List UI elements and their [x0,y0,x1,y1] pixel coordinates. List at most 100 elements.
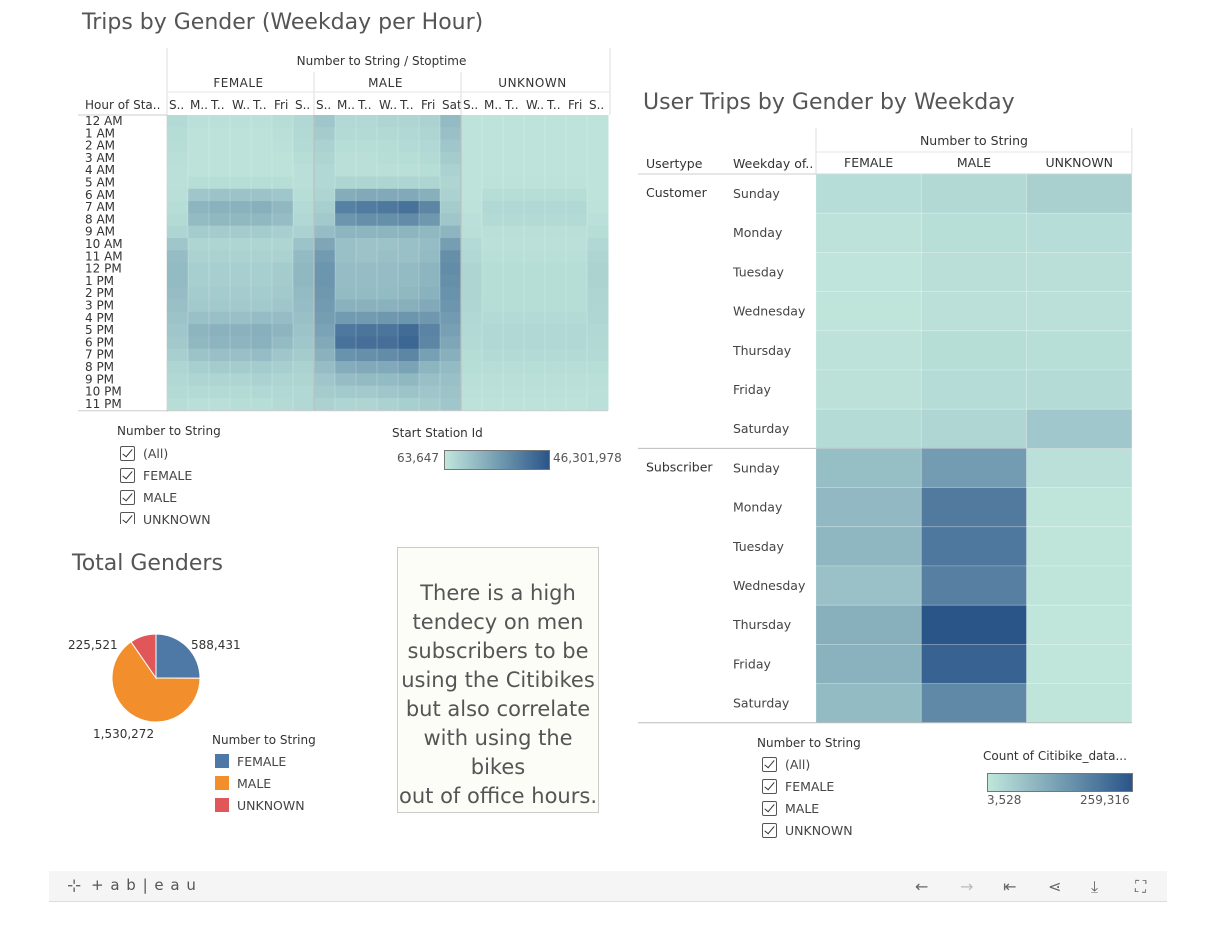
heatmap1-cell [566,151,588,165]
heatmap1-cell [377,238,399,251]
redo-icon[interactable]: → [960,877,974,896]
heatmap1-cell [314,115,336,128]
filter1-option-male[interactable]: MALE [120,486,221,508]
filter2-option-female[interactable]: FEMALE [762,775,861,797]
heatmap1-cell [587,250,609,264]
checkbox-checked-icon[interactable] [120,445,135,461]
checkbox-checked-icon[interactable] [762,800,777,816]
heatmap1-cell [251,151,273,165]
pie-legend-male[interactable]: MALE [215,772,316,794]
checkbox-checked-icon[interactable] [762,822,777,838]
heatmap1-cell [251,348,273,362]
heatmap1-cell [566,250,588,264]
download-icon[interactable]: ⤓ [1091,877,1099,896]
heatmap1-cell [545,324,567,337]
heatmap1-cell [209,188,231,202]
heatmap1-cell [503,287,525,300]
heatmap1-cell [167,127,189,141]
checkbox-checked-icon[interactable] [762,756,777,772]
checkbox-checked-icon[interactable] [762,778,777,794]
weekday-label: Thursday [732,617,792,632]
weekday-label: Monday [733,500,783,515]
heatmap1-cell [503,299,525,313]
pie-legend-unknown[interactable]: UNKNOWN [215,794,316,816]
heatmap1-cell [272,348,294,362]
heatmap1-cell [587,324,609,337]
heatmap2-legend-title: Count of Citibike_data... [983,749,1127,763]
heatmap1-cell [314,262,336,276]
filter1-option-all[interactable]: (All) [120,442,221,464]
heatmap1-cell [167,115,189,128]
heatmap1-cell [167,311,189,325]
heatmap2-cell [1026,369,1133,410]
heatmap1-cell [377,262,399,276]
heatmap1-cell [209,336,231,350]
heatmap1-cell [587,139,609,153]
heatmap2-cell [1026,330,1133,371]
heatmap1-cell [377,250,399,264]
column-label: FEMALE [844,155,893,170]
heatmap1-cell [314,336,336,350]
checkbox-checked-icon[interactable] [120,467,135,483]
heatmap1-cell [230,188,252,202]
heatmap1-cell [545,287,567,300]
heatmap1-cell [524,274,546,288]
heatmap1-cell [314,274,336,288]
heatmap1-cell [524,201,546,214]
heatmap1-cell [335,201,357,214]
heatmap1-cell [209,324,231,337]
checkbox-checked-icon[interactable] [120,489,135,505]
hour-label: 5 PM [85,323,114,337]
heatmap1-cell [314,213,336,227]
pie-legend-female[interactable]: FEMALE [215,750,316,772]
weekday-label: Wednesday [733,304,806,319]
heatmap1-cell [188,336,210,350]
heatmap1-cell [356,188,378,202]
heatmap1-cell [356,348,378,362]
heatmap2-cell [920,644,1027,685]
heatmap1-cell [461,213,483,227]
weekday-label: Thursday [732,343,792,358]
heatmap1-cell [251,336,273,350]
heatmap1-cell [314,250,336,264]
undo-icon[interactable]: ← [915,877,929,896]
heatmap1-cell [503,176,525,190]
filter1-option-unknown[interactable]: UNKNOWN [120,508,221,524]
heatmap1-cell [398,127,420,141]
day-label: T.. [504,98,519,112]
heatmap1-cell [587,201,609,214]
heatmap1-cell [377,373,399,387]
heatmap1-cell [188,348,210,362]
heatmap1-cell [398,201,420,214]
heatmap1-cell [272,385,294,399]
heatmap1-cell [587,127,609,141]
heatmap1-cell [482,262,504,276]
heatmap1-cell [356,225,378,239]
revert-icon[interactable]: ⇤ [1003,877,1017,896]
share-icon[interactable]: ⋖ [1048,877,1062,896]
heatmap1-cell [482,397,504,411]
heatmap2-legend-min: 3,528 [987,793,1022,807]
day-label: Fri [421,98,435,112]
filter1-option-female[interactable]: FEMALE [120,464,221,486]
heatmap1-cell [272,213,294,227]
filter2-option-all[interactable]: (All) [762,753,861,775]
heatmap1-cell [335,348,357,362]
filter2-option-unknown[interactable]: UNKNOWN [762,819,861,841]
heatmap1-cell [566,311,588,325]
heatmap1-cell [356,262,378,276]
heatmap1-cell [209,201,231,214]
heatmap1-cell [503,164,525,177]
heatmap1-cell [440,274,462,288]
fullscreen-icon[interactable]: ⛶ [1135,877,1147,896]
heatmap1-cell [440,225,462,239]
day-label: M.. [337,98,355,112]
heatmap1-cell [482,127,504,141]
heatmap1-cell [545,238,567,251]
heatmap1-cell [356,139,378,153]
heatmap1-cell [440,139,462,153]
filter2-option-male[interactable]: MALE [762,797,861,819]
heatmap1-cell [209,311,231,325]
checkbox-checked-icon[interactable] [120,512,135,524]
heatmap1-cell [167,225,189,239]
